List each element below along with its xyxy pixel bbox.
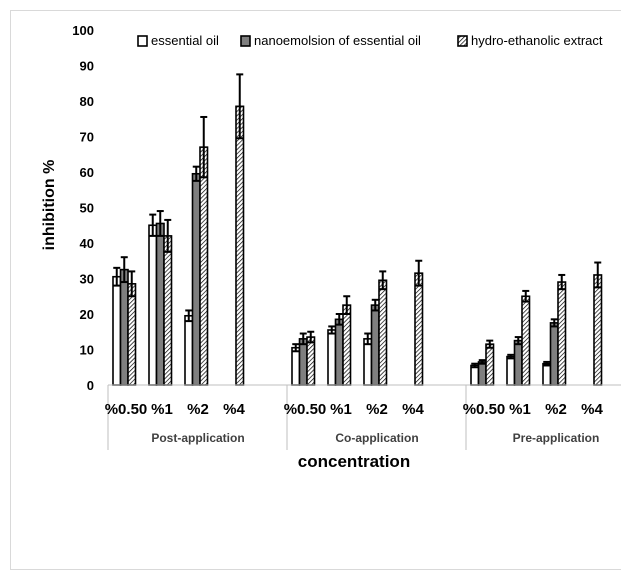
- legend-swatch: [457, 35, 468, 47]
- legend: essential oil nanoemolsion of essential o…: [137, 33, 603, 48]
- x-tick-label: %1: [330, 401, 352, 418]
- y-axis-title: inhibition %: [41, 160, 58, 251]
- bar: [112, 275, 122, 386]
- bar: [521, 295, 531, 386]
- bar: [334, 318, 344, 386]
- y-tick-label: 80: [80, 94, 94, 109]
- group-label: Pre-application: [513, 431, 600, 445]
- x-tick-label: %4: [223, 401, 245, 418]
- bar: [184, 314, 194, 386]
- bar: [127, 283, 137, 386]
- x-tick-label: %1: [151, 401, 173, 418]
- legend-label: essential oil: [151, 33, 219, 48]
- y-tick-label: 10: [80, 343, 94, 358]
- y-tick-label: 30: [80, 272, 94, 287]
- bar: [414, 272, 424, 386]
- x-tick-label: %2: [366, 401, 388, 418]
- bar: [513, 339, 523, 386]
- x-tick-label: %2: [545, 401, 567, 418]
- bar: [370, 304, 380, 386]
- y-tick-label: 40: [80, 236, 94, 251]
- x-axis-title: concentration: [298, 452, 410, 471]
- legend-swatch: [137, 35, 148, 47]
- x-tick-label: %0.50: [284, 401, 327, 418]
- y-tick-label: 20: [80, 307, 94, 322]
- legend-label: hydro-ethanolic extract: [471, 33, 603, 48]
- bar: [163, 235, 173, 386]
- x-tick-label: %4: [402, 401, 424, 418]
- bar: [378, 279, 388, 386]
- bars: [112, 105, 603, 386]
- y-tick-label: 60: [80, 165, 94, 180]
- legend-swatch: [240, 35, 251, 47]
- bar: [148, 224, 158, 386]
- y-tick-label: 50: [80, 201, 94, 216]
- y-tick-label: 90: [80, 59, 94, 74]
- bar: [291, 346, 301, 386]
- x-tick-label: %4: [581, 401, 603, 418]
- y-axis-labels: 0 10 20 30 40 50 60 70 80 90 100: [72, 23, 94, 393]
- bar: [191, 172, 201, 386]
- error-bars: [113, 73, 602, 369]
- bar: [557, 281, 567, 386]
- y-tick-label: 100: [72, 23, 94, 38]
- x-tick-label: %0.50: [463, 401, 506, 418]
- bar: [485, 343, 495, 386]
- x-tick-label: %1: [509, 401, 531, 418]
- bar: [477, 361, 487, 386]
- bar: [155, 222, 165, 386]
- bar: [199, 146, 209, 386]
- bar: [235, 105, 245, 386]
- bar: [470, 364, 480, 386]
- bar: [342, 304, 352, 386]
- legend-label: nanoemolsion of essential oil: [254, 33, 421, 48]
- bar: [506, 355, 516, 386]
- y-tick-label: 0: [87, 378, 94, 393]
- bar: [119, 268, 129, 386]
- x-tick-label: %0.50: [105, 401, 148, 418]
- group-label: Co-application: [335, 431, 418, 445]
- bar: [593, 274, 603, 386]
- bar: [363, 338, 373, 386]
- group-label: Post-application: [151, 431, 244, 445]
- bar: [542, 362, 552, 386]
- bar: [549, 322, 559, 386]
- x-tick-label: %2: [187, 401, 209, 418]
- y-tick-label: 70: [80, 130, 94, 145]
- bar: [298, 338, 308, 386]
- bar: [327, 329, 337, 386]
- bar: [306, 336, 316, 386]
